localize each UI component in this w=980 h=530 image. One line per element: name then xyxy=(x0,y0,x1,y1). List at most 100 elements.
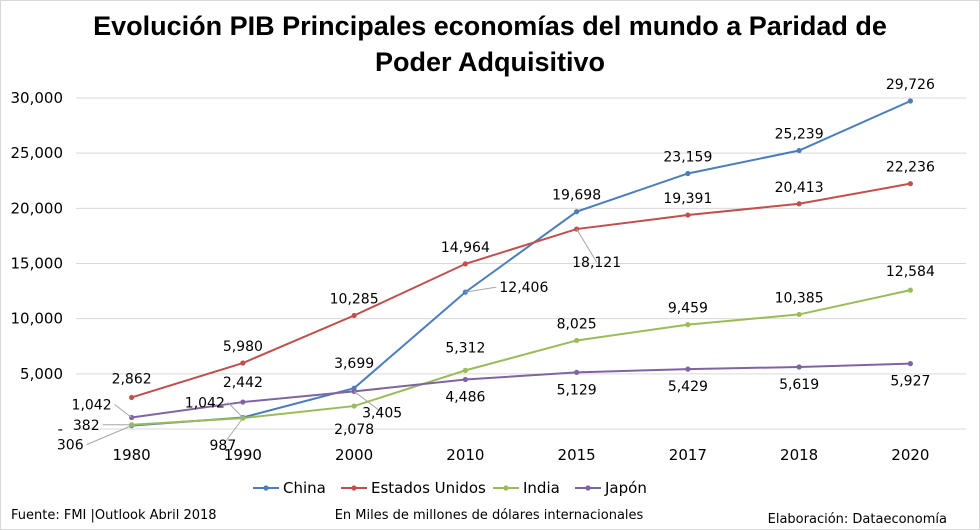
data-label: 5,619 xyxy=(779,377,819,393)
x-tick-label: 2000 xyxy=(335,446,373,464)
data-point xyxy=(129,394,135,401)
legend-label: India xyxy=(523,479,560,497)
gridlines xyxy=(76,97,966,375)
data-point xyxy=(796,311,802,318)
data-label: 19,391 xyxy=(663,191,712,207)
legend-label: China xyxy=(283,479,326,497)
y-axis: - 5,000 10,000 15,000 20,000 25,000 30,000 xyxy=(11,89,64,438)
data-label: 18,121 xyxy=(572,255,621,271)
data-label: 20,413 xyxy=(775,180,824,196)
data-point xyxy=(796,147,802,154)
legend-marker xyxy=(263,485,269,491)
legend-label: Estados Unidos xyxy=(371,479,486,497)
label-leader-line xyxy=(465,286,497,293)
series-line xyxy=(131,100,911,427)
data-label: 19,698 xyxy=(552,188,601,204)
data-label: 2,442 xyxy=(223,375,263,391)
data-point xyxy=(907,361,913,367)
data-label: 8,025 xyxy=(557,316,597,332)
data-label: 3,405 xyxy=(362,405,402,421)
data-point xyxy=(462,367,468,373)
data-label: 14,964 xyxy=(441,240,490,256)
data-label: 306 xyxy=(57,438,84,454)
data-point xyxy=(796,364,802,370)
chart-title-line-1: Evolución PIB Principales economías del … xyxy=(93,11,887,41)
x-tick-label: 1980 xyxy=(113,446,151,464)
data-label: 5,927 xyxy=(890,374,930,390)
unit-note: En Miles de millones de dólares internac… xyxy=(335,508,644,523)
data-label: 4,486 xyxy=(445,390,485,406)
data-label: 25,239 xyxy=(775,127,824,143)
x-tick-label: 1990 xyxy=(224,446,262,464)
data-point xyxy=(351,312,357,319)
data-point xyxy=(462,376,468,383)
chart-title: Evolución PIB Principales economías del … xyxy=(93,11,887,77)
legend-label: Japón xyxy=(604,479,647,497)
x-tick-label: 2020 xyxy=(891,446,929,464)
footer: Fuente: FMI |Outlook Abril 2018 En Miles… xyxy=(11,508,947,527)
data-label: 29,726 xyxy=(886,77,935,93)
data-label: 5,980 xyxy=(223,339,263,355)
data-labels: 306 1,042 3,699 12,406 19,698 23,159 25,239 29,… xyxy=(57,77,935,454)
data-label: 3,699 xyxy=(334,356,374,372)
y-tick-label: - xyxy=(58,420,63,438)
data-label: 987 xyxy=(210,438,237,454)
series-line xyxy=(131,182,911,399)
label-leader-line xyxy=(576,228,598,263)
data-point xyxy=(240,360,246,366)
y-tick-label: 30,000 xyxy=(11,89,64,107)
data-label: 12,584 xyxy=(886,264,935,280)
series-line xyxy=(131,362,911,419)
data-point xyxy=(907,287,913,293)
data-label: 1,042 xyxy=(185,396,225,412)
data-point xyxy=(240,399,246,405)
label-leader-line xyxy=(222,417,244,446)
data-point xyxy=(462,261,468,267)
y-tick-label: 20,000 xyxy=(11,199,64,217)
legend-marker xyxy=(503,485,509,491)
data-label: 1,042 xyxy=(72,398,112,414)
y-tick-label: 15,000 xyxy=(11,255,64,273)
data-label: 12,406 xyxy=(499,280,548,296)
label-leader-line xyxy=(353,391,383,413)
data-label: 382 xyxy=(73,418,100,434)
x-tick-label: 2015 xyxy=(558,446,596,464)
data-label: 2,862 xyxy=(112,371,152,387)
data-label: 2,078 xyxy=(334,422,374,438)
x-tick-label: 2017 xyxy=(669,446,707,464)
data-label: 5,312 xyxy=(445,340,485,356)
data-point xyxy=(574,369,580,376)
data-point xyxy=(796,201,802,207)
x-tick-label: 2018 xyxy=(780,446,818,464)
credit-note: Elaboración: Dataeconomía xyxy=(768,512,947,527)
data-label: 22,236 xyxy=(886,160,935,176)
data-label: 5,429 xyxy=(668,379,708,395)
data-point xyxy=(351,403,357,409)
data-point xyxy=(685,322,691,328)
label-leader-line xyxy=(227,402,244,418)
y-tick-label: 5,000 xyxy=(20,365,63,383)
data-label: 9,459 xyxy=(668,301,708,317)
data-point xyxy=(685,366,691,372)
legend: China Estados Unidos India Japón xyxy=(253,479,647,497)
legend-marker xyxy=(585,485,591,491)
y-tick-label: 10,000 xyxy=(11,310,64,328)
label-leader-line xyxy=(114,404,132,418)
chart-title-line-2: Poder Adquisitivo xyxy=(375,47,605,77)
data-point xyxy=(574,337,580,344)
data-point xyxy=(685,212,691,218)
series-line xyxy=(131,289,911,426)
data-label: 23,159 xyxy=(663,149,712,165)
data-label: 10,285 xyxy=(330,292,379,308)
data-point xyxy=(685,170,691,177)
source-note: Fuente: FMI |Outlook Abril 2018 xyxy=(11,508,217,523)
data-label: 10,385 xyxy=(775,290,824,306)
x-tick-label: 2010 xyxy=(446,446,484,464)
data-point xyxy=(574,209,580,215)
data-point xyxy=(907,98,913,104)
x-axis: 1980 1990 2000 2010 2015 2017 2018 2020 xyxy=(76,428,966,464)
series-lines xyxy=(129,98,913,429)
label-leader-line xyxy=(86,425,132,446)
